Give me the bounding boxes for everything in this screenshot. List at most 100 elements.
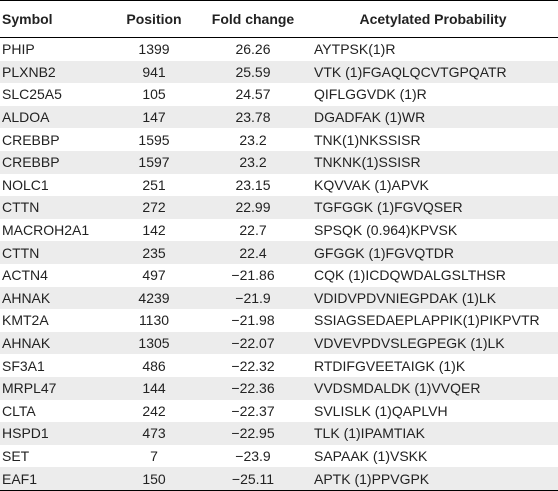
cell-acetylated-probability: TLK (1)IPAMTIAK — [306, 422, 558, 445]
cell-acetylated-probability: AYTPSK(1)R — [314, 41, 396, 58]
cell-fold-change: −21.98 — [231, 312, 275, 329]
cell-fold-change: −22.07 — [200, 331, 306, 355]
cell-position: 1305 — [108, 331, 200, 355]
cell-fold-change: 23.2 — [200, 150, 306, 174]
cell-fold-change: −25.11 — [200, 467, 306, 491]
table-row: SET 7 −23.9 SAPAAK (1)VSKK — [0, 445, 558, 468]
cell-fold-change: −21.86 — [231, 267, 275, 284]
cell-symbol: CTTN — [0, 241, 108, 264]
table-row: CREBBP 1595 23.2 TNK(1)NKSSISR — [0, 128, 558, 151]
cell-position: 941 — [108, 60, 200, 84]
cell-symbol: MRPL47 — [0, 376, 108, 400]
cell-fold-change: −22.95 — [200, 422, 306, 445]
cell-acetylated-probability: CQK (1)ICDQWDALGSLTHSR — [314, 267, 506, 284]
table-row: CREBBP 1597 23.2 TNKNK(1)SSISR — [0, 150, 558, 174]
table-row: MACROH2A1 142 22.7 SPSQK (0.964)KPVSK — [0, 219, 558, 242]
cell-fold-change: −22.36 — [200, 376, 306, 400]
cell-symbol: NOLC1 — [2, 176, 49, 193]
cell-symbol: SLC25A5 — [2, 86, 62, 103]
cell-position: 235 — [108, 241, 200, 264]
cell-fold-change: 25.59 — [200, 60, 306, 84]
cell-symbol: AHNAK — [0, 286, 108, 310]
table-row: AHNAK 4239 −21.9 VDIDVPDVNIEGPDAK (1)LK — [0, 286, 558, 310]
cell-acetylated-probability: TNK(1)NKSSISR — [314, 131, 421, 148]
cell-acetylated-probability: TGFGGK (1)FGVQSER — [306, 196, 558, 219]
cell-fold-change: 24.57 — [235, 86, 271, 103]
header-row: Symbol Position Fold change Acetylated P… — [0, 0, 558, 38]
cell-symbol: HSPD1 — [0, 422, 108, 445]
cell-symbol: ACTN4 — [2, 267, 48, 284]
cell-symbol: SF3A1 — [2, 357, 45, 374]
cell-position: 1130 — [138, 312, 170, 329]
table-row: PHIP 1399 26.26 AYTPSK(1)R — [0, 38, 558, 61]
table-row: ACTN4 497 −21.86 CQK (1)ICDQWDALGSLTHSR — [0, 264, 558, 287]
cell-position: 242 — [142, 402, 166, 419]
cell-fold-change: 23.78 — [200, 105, 306, 129]
cell-position: 251 — [142, 176, 166, 193]
table-row: SLC25A5 105 24.57 QIFLGGVDK (1)R — [0, 83, 558, 106]
cell-position: 147 — [108, 105, 200, 129]
cell-symbol: ALDOA — [0, 105, 108, 129]
table-row: AHNAK 1305 −22.07 VDVEVPDVSLEGPEGK (1)LK — [0, 331, 558, 355]
cell-symbol: CREBBP — [0, 150, 108, 174]
table-row: CLTA 242 −22.37 SVLISLK (1)QAPLVH — [0, 400, 558, 423]
cell-acetylated-probability: KQVVAK (1)APVK — [314, 176, 429, 193]
cell-position: 142 — [142, 222, 166, 239]
table-row: MRPL47 144 −22.36 VVDSMDALDK (1)VVQER — [0, 376, 558, 400]
cell-position: 4239 — [108, 286, 200, 310]
cell-fold-change: −22.32 — [231, 357, 275, 374]
table-row: CTTN 272 22.99 TGFGGK (1)FGVQSER — [0, 196, 558, 219]
table-row: HSPD1 473 −22.95 TLK (1)IPAMTIAK — [0, 422, 558, 445]
cell-acetylated-probability: VDVEVPDVSLEGPEGK (1)LK — [306, 331, 558, 355]
cell-fold-change: 23.2 — [239, 131, 267, 148]
cell-fold-change: 22.7 — [239, 222, 267, 239]
cell-fold-change: 22.4 — [200, 241, 306, 264]
table-row: ALDOA 147 23.78 DGADFAK (1)WR — [0, 105, 558, 129]
cell-acetylated-probability: GFGGK (1)FGVQTDR — [306, 241, 558, 264]
cell-position: 144 — [108, 376, 200, 400]
cell-acetylated-probability: APTK (1)PPVGPK — [306, 467, 558, 491]
cell-acetylated-probability: VVDSMDALDK (1)VVQER — [306, 376, 558, 400]
cell-acetylated-probability: SPSQK (0.964)KPVSK — [314, 222, 458, 239]
cell-position: 473 — [108, 422, 200, 445]
table-row: NOLC1 251 23.15 KQVVAK (1)APVK — [0, 174, 558, 197]
cell-position: 7 — [150, 447, 158, 464]
table-body: PHIP 1399 26.26 AYTPSK(1)R PLXNB2 941 25.59 VTK… — [0, 38, 558, 491]
cell-symbol: CLTA — [2, 402, 36, 419]
cell-fold-change: −22.37 — [231, 402, 275, 419]
cell-acetylated-probability: QIFLGGVDK (1)R — [314, 86, 427, 103]
cell-symbol: SET — [2, 447, 30, 464]
cell-position: 1399 — [138, 41, 170, 58]
table-header: Symbol Position Fold change Acetylated P… — [0, 0, 558, 38]
header-fold-change: Fold change — [200, 0, 306, 38]
cell-symbol: CTTN — [0, 196, 108, 219]
cell-symbol: AHNAK — [0, 331, 108, 355]
header-acetylated-probability: Acetylated Probability — [306, 0, 558, 38]
cell-symbol: CREBBP — [2, 131, 60, 148]
cell-position: 1597 — [108, 150, 200, 174]
table-row: PLXNB2 941 25.59 VTK (1)FGAQLQCVTGPQATR — [0, 60, 558, 84]
cell-position: 105 — [142, 86, 166, 103]
cell-acetylated-probability: SVLISLK (1)QAPLVH — [314, 402, 448, 419]
cell-position: 486 — [142, 357, 166, 374]
cell-acetylated-probability: SSIAGSEDAEPLAPPIK(1)PIKPVTR — [314, 312, 540, 329]
cell-acetylated-probability: SAPAAK (1)VSKK — [314, 447, 428, 464]
table-row: KMT2A 1130 −21.98 SSIAGSEDAEPLAPPIK(1)PIKPV… — [0, 309, 558, 332]
header-position: Position — [108, 0, 200, 38]
cell-symbol: MACROH2A1 — [2, 222, 90, 239]
table-row: CTTN 235 22.4 GFGGK (1)FGVQTDR — [0, 241, 558, 264]
header-symbol: Symbol — [0, 0, 108, 38]
cell-symbol: KMT2A — [2, 312, 49, 329]
cell-acetylated-probability: TNKNK(1)SSISR — [306, 150, 558, 174]
cell-acetylated-probability: RTDIFGVEETAIGK (1)K — [314, 357, 466, 374]
cell-symbol: PHIP — [2, 41, 35, 58]
cell-fold-change: 26.26 — [235, 41, 271, 58]
cell-symbol: PLXNB2 — [0, 60, 108, 84]
table-row: EAF1 150 −25.11 APTK (1)PPVGPK — [0, 467, 558, 491]
cell-acetylated-probability: VDIDVPDVNIEGPDAK (1)LK — [306, 286, 558, 310]
cell-symbol: EAF1 — [0, 467, 108, 491]
cell-position: 150 — [108, 467, 200, 491]
cell-fold-change: −21.9 — [200, 286, 306, 310]
cell-fold-change: −23.9 — [235, 447, 271, 464]
